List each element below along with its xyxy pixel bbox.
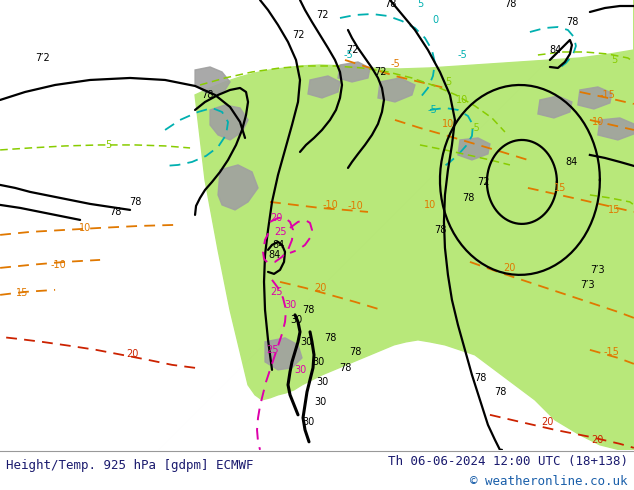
Text: 25: 25 xyxy=(266,345,278,355)
Text: 5: 5 xyxy=(105,140,111,150)
Text: 84: 84 xyxy=(566,157,578,167)
Text: 78: 78 xyxy=(324,333,336,343)
Text: 15: 15 xyxy=(16,288,29,298)
Text: -15: -15 xyxy=(600,90,616,100)
Text: 7′3: 7′3 xyxy=(591,265,605,275)
Text: 15: 15 xyxy=(553,183,566,193)
Text: 84: 84 xyxy=(550,45,562,55)
Polygon shape xyxy=(210,105,248,140)
Text: 10: 10 xyxy=(592,117,604,127)
Text: © weatheronline.co.uk: © weatheronline.co.uk xyxy=(470,475,628,488)
Text: 78: 78 xyxy=(201,90,213,100)
Text: 5: 5 xyxy=(611,55,617,65)
Text: -10: -10 xyxy=(50,260,66,270)
Text: -5: -5 xyxy=(343,50,353,60)
Text: 5: 5 xyxy=(445,77,451,87)
Text: -10: -10 xyxy=(322,200,338,210)
Text: Height/Temp. 925 hPa [gdpm] ECMWF: Height/Temp. 925 hPa [gdpm] ECMWF xyxy=(6,460,254,472)
Text: 30: 30 xyxy=(284,300,296,310)
Text: 30: 30 xyxy=(300,337,312,347)
Polygon shape xyxy=(265,338,302,370)
Text: 78: 78 xyxy=(504,0,516,9)
Polygon shape xyxy=(338,62,370,82)
Polygon shape xyxy=(195,67,230,95)
Text: 30: 30 xyxy=(294,365,306,375)
Text: 84: 84 xyxy=(268,250,280,260)
Polygon shape xyxy=(308,76,340,98)
Text: 10: 10 xyxy=(442,119,454,129)
Polygon shape xyxy=(598,118,634,140)
Text: 72: 72 xyxy=(292,30,304,40)
Text: 78: 78 xyxy=(566,17,578,27)
Text: 78: 78 xyxy=(349,347,361,357)
Text: 10: 10 xyxy=(79,223,91,233)
Text: 78: 78 xyxy=(474,373,486,383)
Polygon shape xyxy=(458,138,490,160)
Text: 30: 30 xyxy=(314,397,326,407)
Polygon shape xyxy=(195,0,634,450)
Text: 20: 20 xyxy=(504,263,516,273)
Text: 10: 10 xyxy=(456,95,468,105)
Text: 10: 10 xyxy=(424,200,436,210)
Text: -5: -5 xyxy=(457,50,467,60)
Text: 78: 78 xyxy=(129,197,141,207)
Text: 72: 72 xyxy=(373,67,386,77)
Text: 7′3: 7′3 xyxy=(581,280,595,290)
Text: 78: 78 xyxy=(434,225,446,235)
Polygon shape xyxy=(578,87,612,109)
Text: -15: -15 xyxy=(604,347,620,357)
Text: 78: 78 xyxy=(109,207,121,217)
Text: 0: 0 xyxy=(432,15,438,25)
Text: 30: 30 xyxy=(312,357,324,367)
Text: 20: 20 xyxy=(270,213,282,223)
Polygon shape xyxy=(378,78,415,102)
Text: 84: 84 xyxy=(272,240,284,250)
Text: 78: 78 xyxy=(384,0,396,9)
Polygon shape xyxy=(538,96,572,118)
Text: 72: 72 xyxy=(346,45,358,55)
Text: -5: -5 xyxy=(390,59,400,69)
Text: 30: 30 xyxy=(302,417,314,427)
Text: 30: 30 xyxy=(290,315,302,325)
Text: Th 06-06-2024 12:00 UTC (18+138): Th 06-06-2024 12:00 UTC (18+138) xyxy=(387,455,628,467)
Text: 20: 20 xyxy=(541,417,554,427)
Text: 15: 15 xyxy=(608,205,620,215)
Text: 20: 20 xyxy=(126,349,138,359)
Text: 78: 78 xyxy=(339,363,351,373)
Text: 25: 25 xyxy=(274,227,287,237)
Polygon shape xyxy=(218,165,258,210)
Text: 7′2: 7′2 xyxy=(35,53,49,63)
Text: 72: 72 xyxy=(316,10,328,20)
Text: 25: 25 xyxy=(269,287,282,297)
Text: 20: 20 xyxy=(314,283,326,293)
Text: 5: 5 xyxy=(417,0,423,9)
Text: -10: -10 xyxy=(347,201,363,211)
Text: -5: -5 xyxy=(470,123,480,133)
Text: 30: 30 xyxy=(316,377,328,387)
Text: 78: 78 xyxy=(494,387,506,397)
Text: 72: 72 xyxy=(477,177,490,187)
Text: 78: 78 xyxy=(302,305,314,315)
Text: 20: 20 xyxy=(592,435,604,445)
Text: -5: -5 xyxy=(427,105,437,115)
Text: 78: 78 xyxy=(462,193,474,203)
